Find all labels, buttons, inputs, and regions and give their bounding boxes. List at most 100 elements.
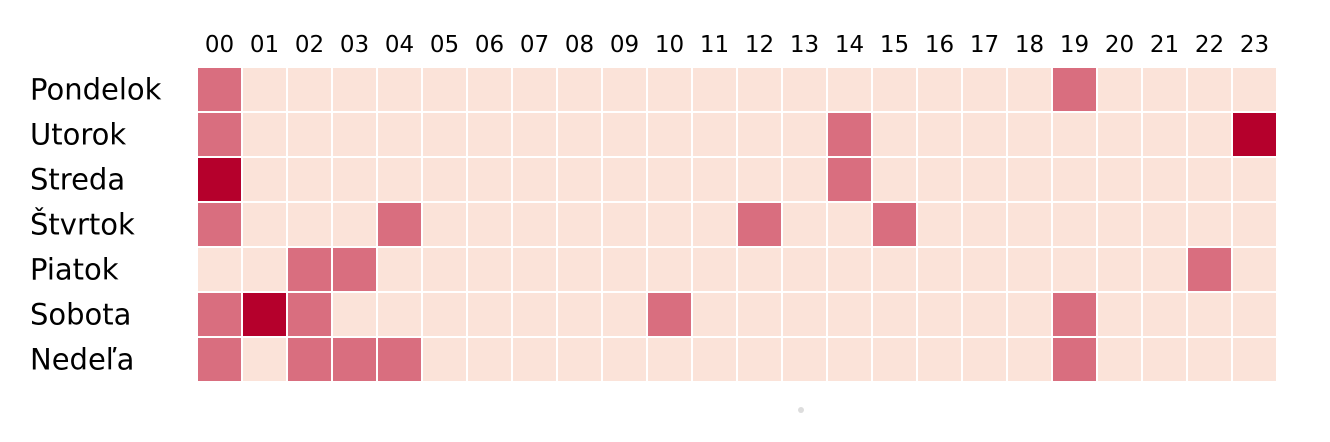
heatmap-cell bbox=[871, 291, 918, 338]
heatmap-cell bbox=[961, 156, 1008, 203]
heatmap-cell bbox=[241, 111, 288, 158]
hour-label: 23 bbox=[1240, 32, 1269, 58]
heatmap-cell bbox=[1051, 291, 1098, 338]
heatmap-cell bbox=[961, 201, 1008, 248]
day-label: Streda bbox=[30, 163, 125, 197]
heatmap-cell bbox=[646, 156, 693, 203]
heatmap-cell bbox=[241, 201, 288, 248]
heatmap-cell bbox=[646, 111, 693, 158]
heatmap-cell bbox=[1006, 66, 1053, 113]
heatmap-cell bbox=[871, 336, 918, 383]
heatmap-cell bbox=[826, 246, 873, 293]
heatmap-cell bbox=[1141, 201, 1188, 248]
heatmap-cell bbox=[511, 111, 558, 158]
heatmap-cell bbox=[1141, 336, 1188, 383]
heatmap-cell bbox=[1096, 156, 1143, 203]
hour-label: 19 bbox=[1060, 32, 1089, 58]
hour-label: 02 bbox=[295, 32, 324, 58]
heatmap-cells bbox=[196, 66, 1278, 383]
heatmap-cell bbox=[1096, 336, 1143, 383]
heatmap-cell bbox=[1186, 111, 1233, 158]
heatmap-cell bbox=[1051, 111, 1098, 158]
heatmap-cell bbox=[376, 66, 423, 113]
heatmap-cell bbox=[916, 201, 963, 248]
heatmap-cell bbox=[1006, 246, 1053, 293]
heatmap-cell bbox=[196, 201, 243, 248]
heatmap-cell bbox=[1141, 246, 1188, 293]
heatmap-cell bbox=[556, 66, 603, 113]
heatmap-cell bbox=[691, 336, 738, 383]
day-label: Nedeľa bbox=[30, 343, 134, 377]
heatmap-cell bbox=[286, 201, 333, 248]
heatmap-cell bbox=[196, 246, 243, 293]
heatmap-cell bbox=[1006, 201, 1053, 248]
hour-label: 21 bbox=[1150, 32, 1179, 58]
heatmap-cell bbox=[466, 111, 513, 158]
heatmap-cell bbox=[736, 246, 783, 293]
heatmap-cell bbox=[421, 201, 468, 248]
heatmap-cell bbox=[871, 111, 918, 158]
heatmap-cell bbox=[1096, 66, 1143, 113]
heatmap-cell bbox=[286, 291, 333, 338]
hour-label: 05 bbox=[430, 32, 459, 58]
heatmap-cell bbox=[376, 111, 423, 158]
heatmap-cell bbox=[781, 246, 828, 293]
heatmap-cell bbox=[736, 66, 783, 113]
heatmap-cell bbox=[1186, 246, 1233, 293]
heatmap-cell bbox=[916, 246, 963, 293]
hour-label: 08 bbox=[565, 32, 594, 58]
heatmap-cell bbox=[421, 246, 468, 293]
heatmap-cell bbox=[961, 291, 1008, 338]
heatmap-cell bbox=[691, 111, 738, 158]
heatmap-cell bbox=[916, 291, 963, 338]
heatmap-cell bbox=[601, 156, 648, 203]
hour-label: 16 bbox=[925, 32, 954, 58]
heatmap-cell bbox=[736, 111, 783, 158]
heatmap-cell bbox=[376, 156, 423, 203]
heatmap-cell bbox=[286, 246, 333, 293]
heatmap-cell bbox=[376, 291, 423, 338]
hour-label: 10 bbox=[655, 32, 684, 58]
heatmap-cell bbox=[376, 246, 423, 293]
heatmap-cell bbox=[1006, 111, 1053, 158]
heatmap-cell bbox=[556, 246, 603, 293]
heatmap-cell bbox=[781, 156, 828, 203]
hour-axis-labels: 00 01 02 03 04 05 06 07 08 09 10 11 12 13 14 15 16 17 18 19… bbox=[205, 32, 1269, 58]
heatmap-cell bbox=[916, 156, 963, 203]
heatmap-cell bbox=[1096, 201, 1143, 248]
heatmap-cell bbox=[556, 201, 603, 248]
heatmap-cell bbox=[241, 156, 288, 203]
heatmap-cell bbox=[1096, 291, 1143, 338]
heatmap-cell bbox=[466, 156, 513, 203]
decorative-dot bbox=[798, 407, 804, 413]
heatmap-cell bbox=[1006, 291, 1053, 338]
hour-label: 11 bbox=[700, 32, 729, 58]
heatmap-cell bbox=[241, 246, 288, 293]
heatmap-cell bbox=[871, 156, 918, 203]
heatmap-cell bbox=[1051, 336, 1098, 383]
day-label: Pondelok bbox=[30, 73, 162, 107]
heatmap-cell bbox=[646, 246, 693, 293]
heatmap-cell bbox=[601, 66, 648, 113]
heatmap-cell bbox=[196, 66, 243, 113]
heatmap-cell bbox=[601, 111, 648, 158]
heatmap-cell bbox=[1231, 156, 1278, 203]
heatmap-cell bbox=[916, 336, 963, 383]
hour-label: 07 bbox=[520, 32, 549, 58]
heatmap-cell bbox=[646, 66, 693, 113]
heatmap-cell bbox=[871, 246, 918, 293]
day-label: Štvrtok bbox=[30, 208, 135, 242]
heatmap-cell bbox=[1141, 66, 1188, 113]
heatmap-cell bbox=[691, 291, 738, 338]
heatmap-cell bbox=[1231, 246, 1278, 293]
heatmap-cell bbox=[691, 201, 738, 248]
heatmap-cell bbox=[421, 111, 468, 158]
heatmap-cell bbox=[331, 111, 378, 158]
heatmap-cell bbox=[961, 111, 1008, 158]
heatmap-cell bbox=[1231, 111, 1278, 158]
heatmap-cell bbox=[736, 336, 783, 383]
heatmap-cell bbox=[331, 246, 378, 293]
heatmap-cell bbox=[1051, 66, 1098, 113]
heatmap-cell bbox=[511, 201, 558, 248]
